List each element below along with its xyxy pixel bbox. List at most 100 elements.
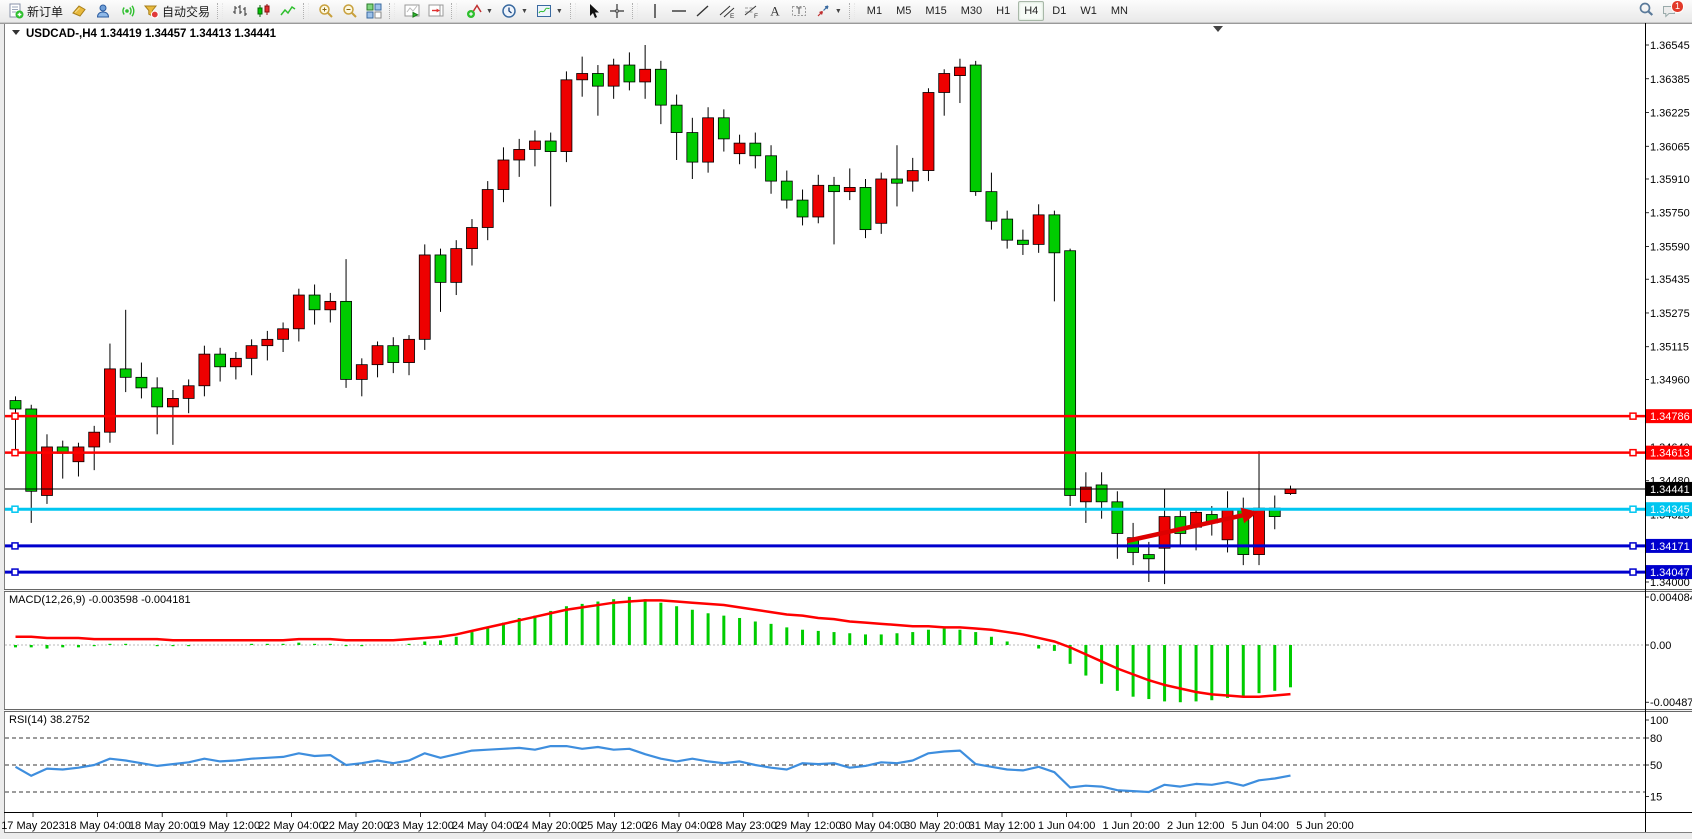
candle bbox=[1111, 501, 1124, 534]
timeframe-m1-button[interactable]: M1 bbox=[866, 5, 883, 17]
templates-button[interactable]: ▼ bbox=[532, 0, 567, 22]
text-label-button[interactable]: T bbox=[787, 0, 811, 22]
chat-button[interactable]: 1 bbox=[1662, 0, 1684, 19]
candle bbox=[702, 117, 714, 163]
support-line-cyan-handle[interactable] bbox=[11, 505, 19, 513]
timeframe-m15-button[interactable]: M15 bbox=[925, 5, 947, 17]
toolbar-separator bbox=[569, 3, 576, 19]
candle bbox=[198, 353, 211, 387]
auto-trading-button[interactable]: 自动交易 bbox=[139, 0, 214, 22]
candle bbox=[450, 248, 463, 283]
deposit-button[interactable] bbox=[67, 0, 91, 22]
clock-icon bbox=[502, 4, 516, 18]
timeframe-w1-button[interactable]: W1 bbox=[1080, 5, 1097, 17]
periods-button[interactable]: ▼ bbox=[497, 0, 532, 22]
candles-icon bbox=[257, 4, 270, 17]
timeframe-d1-button[interactable]: D1 bbox=[1052, 5, 1067, 17]
price-badge bbox=[1646, 502, 1692, 517]
support-line-blue-2-handle[interactable] bbox=[1629, 568, 1637, 576]
horizontal-line-button[interactable] bbox=[667, 0, 691, 22]
support-line-blue-1-handle[interactable] bbox=[11, 542, 19, 550]
fibonacci-button[interactable]: F bbox=[739, 0, 763, 22]
price-tick-label: 1.36545 bbox=[1650, 40, 1690, 52]
new-order-button[interactable]: 新订单 bbox=[4, 0, 67, 22]
arrow-annotation[interactable] bbox=[1126, 507, 1258, 544]
equidistant-channel-button[interactable]: E bbox=[715, 0, 739, 22]
support-line-cyan-handle[interactable] bbox=[1629, 505, 1637, 513]
time-label: 24 May 04:00 bbox=[452, 820, 519, 832]
indicators-dropdown-caret[interactable]: ▼ bbox=[486, 7, 493, 15]
vertical-line-button[interactable] bbox=[643, 0, 667, 22]
candle bbox=[969, 64, 982, 193]
support-line-blue-1-handle[interactable] bbox=[1629, 542, 1637, 550]
candle bbox=[151, 387, 164, 408]
auto-trading-label: 自动交易 bbox=[162, 4, 211, 19]
templates-dropdown-caret[interactable]: ▼ bbox=[555, 7, 563, 15]
time-label: 1 Jun 04:00 bbox=[1038, 820, 1096, 832]
timeframe-mn-button[interactable]: MN bbox=[1110, 5, 1128, 17]
candle bbox=[686, 132, 699, 163]
time-label: 19 May 12:00 bbox=[193, 820, 260, 832]
candle bbox=[1221, 509, 1234, 541]
auto-scroll-button[interactable] bbox=[400, 0, 424, 22]
bar-chart-mode-button[interactable] bbox=[228, 0, 252, 22]
candle bbox=[403, 338, 415, 363]
timeframe-h4-button[interactable]: H4 bbox=[1018, 1, 1045, 21]
arrows-dropdown-caret[interactable]: ▼ bbox=[834, 7, 842, 15]
candle bbox=[828, 184, 840, 193]
candle bbox=[466, 227, 478, 250]
candle bbox=[765, 155, 777, 182]
arrows-button[interactable]: ▼ bbox=[811, 0, 846, 22]
signals-button[interactable] bbox=[115, 0, 139, 22]
symbol-title-label: USDCAD-,H4 1.34419 1.34457 1.34413 1.344… bbox=[26, 28, 277, 40]
indicators-button[interactable]: ▼ bbox=[462, 0, 497, 22]
indicators-icon bbox=[467, 4, 482, 18]
candle bbox=[214, 353, 227, 368]
text-button[interactable]: A bbox=[763, 0, 787, 22]
rsi-line bbox=[14, 744, 1291, 794]
price-badge-label: 1.34613 bbox=[1650, 448, 1690, 460]
zoom-out-button[interactable] bbox=[338, 0, 362, 22]
price-badge-label: 1.34047 bbox=[1650, 567, 1690, 579]
macd-label: MACD(12,26,9) -0.003598 -0.004181 bbox=[9, 594, 191, 606]
resistance-line-2-handle[interactable] bbox=[1629, 448, 1637, 457]
cursor-button[interactable] bbox=[581, 0, 605, 22]
symbol-dropdown-icon[interactable] bbox=[12, 30, 20, 35]
price-badge-label: 1.34786 bbox=[1650, 411, 1690, 423]
price-tick-label: 1.35115 bbox=[1650, 342, 1689, 354]
tile-windows-button[interactable] bbox=[362, 0, 386, 22]
time-label: 28 May 23:00 bbox=[710, 820, 777, 832]
resistance-line-1-handle[interactable] bbox=[1629, 412, 1637, 420]
price-badge bbox=[1646, 481, 1692, 496]
candle bbox=[513, 149, 526, 161]
zoomout-icon bbox=[343, 4, 357, 18]
timeframe-m5-button[interactable]: M5 bbox=[896, 5, 912, 17]
chart-shift-button[interactable] bbox=[424, 0, 448, 22]
trendline-button[interactable] bbox=[691, 0, 715, 22]
timeframe-m30-button[interactable]: M30 bbox=[960, 5, 983, 17]
price-tick-label: 1.35590 bbox=[1650, 242, 1690, 254]
zoom-in-button[interactable] bbox=[314, 0, 338, 22]
candle bbox=[182, 385, 195, 399]
macd-axis-label: 0.004084 bbox=[1650, 592, 1692, 604]
candle bbox=[891, 178, 903, 184]
resistance-line-2-handle[interactable] bbox=[11, 448, 19, 457]
linechart-icon bbox=[280, 5, 296, 16]
resistance-line-1-handle[interactable] bbox=[11, 412, 19, 420]
chart-shift-marker[interactable] bbox=[1213, 26, 1223, 32]
chat-badge: 1 bbox=[1671, 0, 1684, 13]
market-watch-button[interactable] bbox=[91, 0, 115, 22]
rsi-axis-label: 15 bbox=[1650, 792, 1662, 804]
line-chart-mode-button[interactable] bbox=[276, 0, 300, 22]
timeframe-h1-button[interactable]: H1 bbox=[996, 5, 1011, 17]
crosshair-button[interactable] bbox=[605, 0, 629, 22]
time-label: 1 Jun 20:00 bbox=[1102, 820, 1160, 832]
candle-chart-mode-button[interactable] bbox=[252, 0, 276, 22]
time-label: 18 May 20:00 bbox=[129, 820, 196, 832]
periods-dropdown-caret[interactable]: ▼ bbox=[520, 7, 528, 15]
candle bbox=[639, 68, 652, 83]
support-line-blue-2-handle[interactable] bbox=[11, 568, 19, 576]
search-button[interactable] bbox=[1638, 1, 1654, 22]
candle bbox=[749, 142, 762, 157]
